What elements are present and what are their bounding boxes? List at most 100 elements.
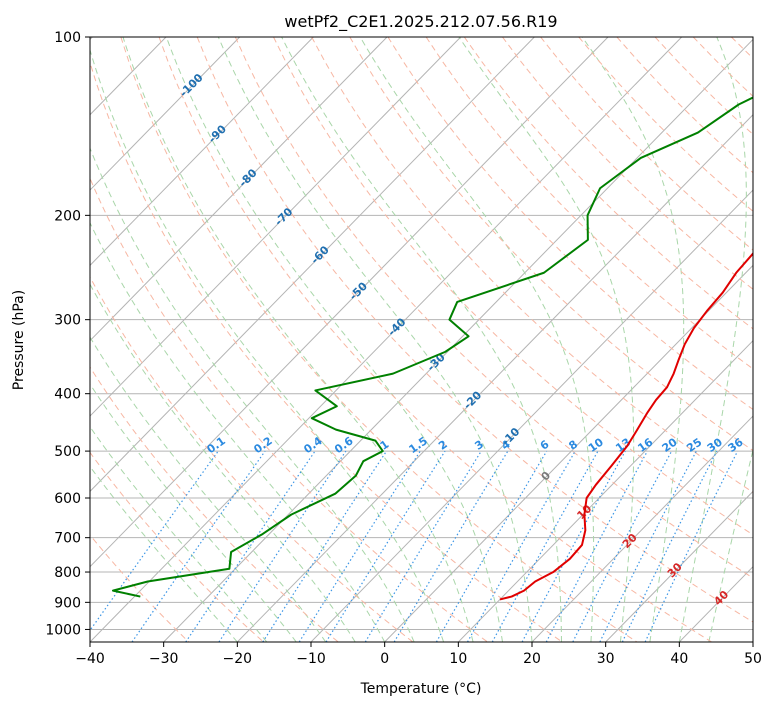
y-axis: 100 200 300 400 500 600 700 800 900 1000 (45, 30, 90, 638)
y-tick-label: 100 (54, 30, 81, 46)
mixing-ratio-label: 30 (705, 435, 725, 455)
x-tick-label: 20 (523, 651, 541, 667)
isotherm-line (384, 264, 753, 642)
mixing-ratio-line (298, 450, 421, 642)
mixing-ratio-lines (90, 450, 739, 642)
mixing-ratio-label: 0.6 (332, 434, 356, 456)
x-tick-label: 50 (744, 651, 762, 667)
moist-adiabat-line (458, 37, 635, 642)
mixing-ratio-line (185, 450, 316, 642)
mixing-ratio-label: 25 (684, 436, 704, 455)
y-tick-label: 300 (54, 313, 81, 329)
mixing-ratio-label: 10 (586, 435, 606, 455)
x-tick-label: −20 (223, 651, 253, 667)
dewpoint-profile (111, 96, 753, 598)
isotherm-line (531, 415, 753, 642)
moist-adiabat-line (217, 37, 533, 642)
isotherm-line (90, 37, 683, 642)
isotherm-label: 40 (711, 588, 731, 608)
isotherm-grid (90, 37, 753, 642)
mixing-ratio-line (90, 450, 219, 632)
moist-adiabat-line (90, 336, 327, 642)
x-tick-label: 10 (449, 651, 467, 667)
mixing-ratio-line (131, 450, 266, 642)
y-tick-label: 600 (54, 491, 81, 507)
moist-adiabat-line (581, 37, 685, 642)
mixing-ratio-label: 20 (660, 435, 680, 455)
mixing-ratio-line (218, 450, 347, 642)
mixing-ratio-line (364, 450, 482, 642)
mixing-ratio-label: 0.2 (251, 434, 274, 456)
moist-adiabat-line (90, 283, 356, 642)
moist-adiabat-line (90, 383, 297, 642)
isotherm-line (236, 114, 753, 642)
moist-adiabat-line (281, 37, 562, 642)
mixing-ratio-label: 8 (566, 438, 580, 453)
isotherm-line (90, 37, 609, 568)
profiles (111, 96, 753, 601)
plot-frame (89, 36, 754, 643)
mixing-ratio-line (572, 450, 673, 642)
mixing-ratio-label: 2 (436, 438, 450, 453)
y-tick-label: 800 (54, 565, 81, 581)
moist-adiabat-line (90, 221, 386, 642)
isotherm-line (605, 490, 753, 642)
y-tick-label: 200 (54, 208, 81, 224)
x-axis: −40 −30 −20 −10 0 10 20 30 40 50 (75, 642, 762, 667)
x-axis-title: Temperature (°C) (360, 681, 482, 697)
isotherm-label: -40 (385, 315, 408, 338)
isotherm-line (90, 37, 535, 493)
isotherm-label: -70 (272, 205, 295, 228)
moist-adiabat-line (90, 48, 445, 642)
isotherm-label: 30 (665, 560, 685, 580)
isotherm-line (90, 37, 462, 417)
dry-adiabat-line (463, 37, 753, 330)
y-tick-label: 400 (54, 387, 81, 403)
x-tick-label: 30 (597, 651, 615, 667)
dry-adiabat-line (425, 37, 753, 370)
mixing-ratio-label: 0.1 (205, 434, 228, 456)
dry-adiabat-line (770, 37, 775, 642)
mixing-ratio-line (621, 450, 718, 642)
y-tick-label: 500 (54, 444, 81, 460)
moist-adiabat-line (122, 37, 474, 642)
mixing-ratio-label: 16 (635, 435, 655, 455)
mixing-ratio-label: 6 (538, 438, 552, 453)
moist-adiabat-line (165, 37, 504, 642)
dry-adiabats (90, 37, 775, 642)
moist-adiabat-line (90, 146, 415, 642)
isotherm-label: -90 (206, 122, 229, 145)
isotherm-label: -20 (461, 388, 484, 411)
mixing-ratio-line (491, 450, 599, 642)
isotherm-line (90, 37, 241, 191)
y-tick-label: 1000 (45, 622, 81, 638)
mixing-ratio-label: 3 (472, 438, 486, 453)
moist-adiabat-line (678, 37, 747, 642)
isotherm-label: -30 (425, 350, 448, 373)
dry-adiabat-line (90, 61, 563, 642)
mixing-ratio-line (466, 450, 576, 642)
isotherm-line (90, 37, 388, 342)
isotherm-line (678, 565, 753, 642)
mixing-ratio-line (393, 450, 509, 642)
x-tick-label: −10 (296, 651, 326, 667)
dry-adiabat-line (90, 534, 190, 642)
dry-adiabat-line (90, 177, 488, 642)
dry-adiabat-line (234, 37, 753, 579)
mixing-ratio-line (521, 450, 626, 642)
mixing-ratio-label: 1.5 (407, 434, 430, 456)
chart-title: wetPf2_C2E1.2025.212.07.56.R19 (284, 12, 557, 32)
moist-adiabats (90, 37, 753, 642)
isotherm-line (310, 189, 753, 642)
plot-area: 0.1 0.2 0.4 0.6 1 1.5 2 3 4 6 8 10 13 16 20 25 30 36-100-… (90, 37, 775, 642)
dry-adiabat-line (578, 37, 753, 212)
dry-adiabat-line (273, 37, 753, 536)
isotherm-label: -100 (177, 71, 206, 100)
mixing-ratio-line (325, 450, 446, 642)
mixing-ratio-label: 0.4 (301, 434, 325, 456)
dry-adiabat-line (90, 366, 339, 642)
dry-adiabat-line (502, 37, 753, 290)
mixing-ratio-label: 36 (726, 435, 746, 455)
dry-adiabat-line (311, 37, 753, 493)
